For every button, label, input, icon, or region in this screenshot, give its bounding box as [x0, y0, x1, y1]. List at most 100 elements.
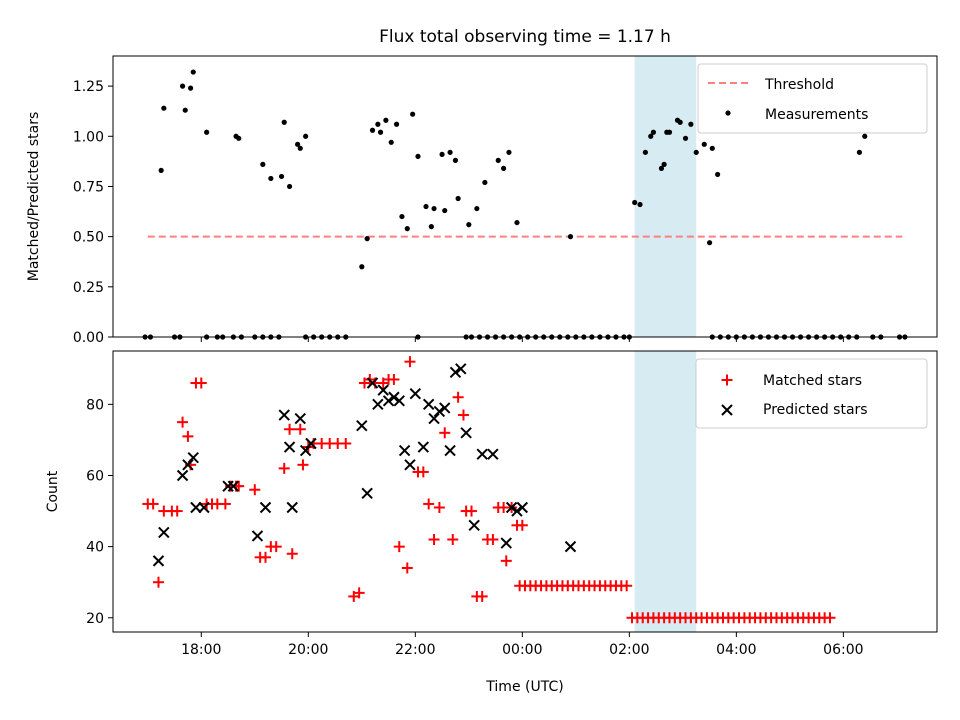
bottom-panel: 20 40 60 80 18:00 20:00 22:00 00:00 02:00 04:00 0…: [45, 350, 938, 695]
predicted-star-point: [460, 427, 472, 439]
stars-layer: [142, 356, 836, 624]
predicted-star-point: [500, 537, 512, 549]
x-tick-label: 06:00: [823, 642, 863, 658]
predicted-star-point: [361, 487, 373, 499]
predicted-star-point: [366, 377, 379, 389]
measurement-point: [482, 179, 488, 186]
predicted-star-point: [398, 444, 411, 457]
bottom-y-axis-label: Count: [45, 470, 61, 512]
top-x-ticks: [200, 337, 844, 342]
matched-star-point: [388, 373, 400, 385]
measurement-point: [187, 85, 194, 91]
predicted-star-point: [564, 540, 577, 553]
predicted-star-point: [393, 395, 405, 407]
predicted-star-point: [278, 409, 290, 421]
predicted-star-point: [382, 395, 395, 407]
measurement-point: [701, 141, 707, 147]
measurement-point: [442, 207, 448, 214]
measurement-point: [286, 183, 293, 190]
matched-star-point: [297, 459, 309, 471]
predicted-star-point: [516, 501, 529, 514]
legend-predicted-label: Predicted stars: [763, 402, 868, 418]
measurement-point: [715, 171, 721, 178]
measurement-point: [677, 119, 683, 125]
measurement-point: [161, 105, 167, 111]
measurement-point: [466, 222, 472, 228]
x-tick-label: 00:00: [502, 642, 542, 658]
matched-star-point: [195, 377, 207, 389]
measurement-point: [632, 199, 638, 206]
highlight-span-bottom: [634, 351, 697, 632]
measurement-point: [410, 111, 416, 117]
measurement-point: [303, 133, 309, 139]
measurement-point: [856, 149, 863, 155]
measurement-point: [158, 167, 164, 174]
measurement-point: [688, 121, 694, 127]
measurement-point: [431, 205, 437, 212]
chart-title: Flux total observing time = 1.17 h: [379, 27, 671, 47]
measurement-point: [439, 151, 445, 157]
measurement-point: [204, 129, 210, 135]
predicted-star-point: [388, 391, 400, 403]
matched-star-point: [171, 505, 183, 517]
measurement-point: [642, 149, 648, 155]
predicted-star-point: [417, 441, 430, 453]
y-tick-label: 60: [86, 468, 104, 484]
predicted-star-point: [439, 402, 451, 414]
matched-star-point: [286, 548, 298, 560]
predicted-star-point: [476, 448, 488, 460]
matched-star-point: [177, 416, 189, 428]
legend-box: [697, 63, 928, 134]
predicted-star-point: [505, 501, 518, 514]
bottom-axes-frame: [112, 350, 938, 633]
matched-star-point: [219, 498, 231, 510]
measurement-point: [268, 175, 274, 182]
matched-star-point: [423, 498, 435, 510]
y-tick-label: 0.50: [73, 230, 104, 246]
predicted-star-point: [444, 444, 456, 457]
top-y-axis-label: Matched/Predicted stars: [26, 112, 42, 282]
matched-star-point: [428, 534, 440, 546]
measurement-point: [452, 157, 459, 163]
legend-box: [695, 358, 928, 429]
measurement-point: [709, 145, 715, 151]
measurement-point: [281, 119, 287, 125]
matched-star-point: [621, 580, 633, 592]
legend-matched-label: Matched stars: [763, 373, 862, 389]
matched-star-point: [457, 409, 469, 421]
predicted-star-point: [409, 387, 422, 400]
predicted-star-point: [152, 555, 165, 567]
predicted-star-point: [259, 501, 272, 514]
measurement-point: [377, 129, 384, 135]
matched-star-point: [487, 534, 499, 546]
predicted-star-point: [449, 366, 462, 379]
x-tick-label: 18:00: [181, 642, 221, 658]
predicted-star-point: [294, 412, 306, 425]
bottom-legend: Matched stars Predicted stars: [695, 358, 928, 429]
matched-star-point: [447, 534, 459, 546]
measurement-point: [428, 224, 434, 230]
measurement-point: [260, 161, 266, 167]
measurement-point: [359, 264, 365, 270]
top-axes-frame: [112, 55, 938, 338]
predicted-star-point: [198, 501, 210, 514]
matched-star-point: [278, 462, 290, 474]
predicted-star-point: [404, 459, 416, 471]
measurement-point: [514, 219, 520, 226]
highlight-span-top: [634, 56, 697, 337]
predicted-star-point: [377, 384, 389, 396]
measurement-point: [474, 205, 480, 212]
matched-star-point: [452, 391, 464, 403]
bottom-x-ticks: 18:00 20:00 22:00 00:00 02:00 04:00 06:00: [181, 632, 864, 658]
measurement-point: [404, 226, 410, 232]
measurement-point: [648, 133, 654, 139]
measurement-point: [693, 149, 699, 155]
matched-star-point: [340, 437, 352, 449]
matched-star-point: [404, 356, 416, 368]
measurement-point: [658, 165, 665, 171]
predicted-star-point: [158, 526, 170, 539]
matched-star-point: [500, 555, 512, 567]
measurement-point: [500, 165, 507, 171]
matched-star-point: [233, 480, 245, 492]
